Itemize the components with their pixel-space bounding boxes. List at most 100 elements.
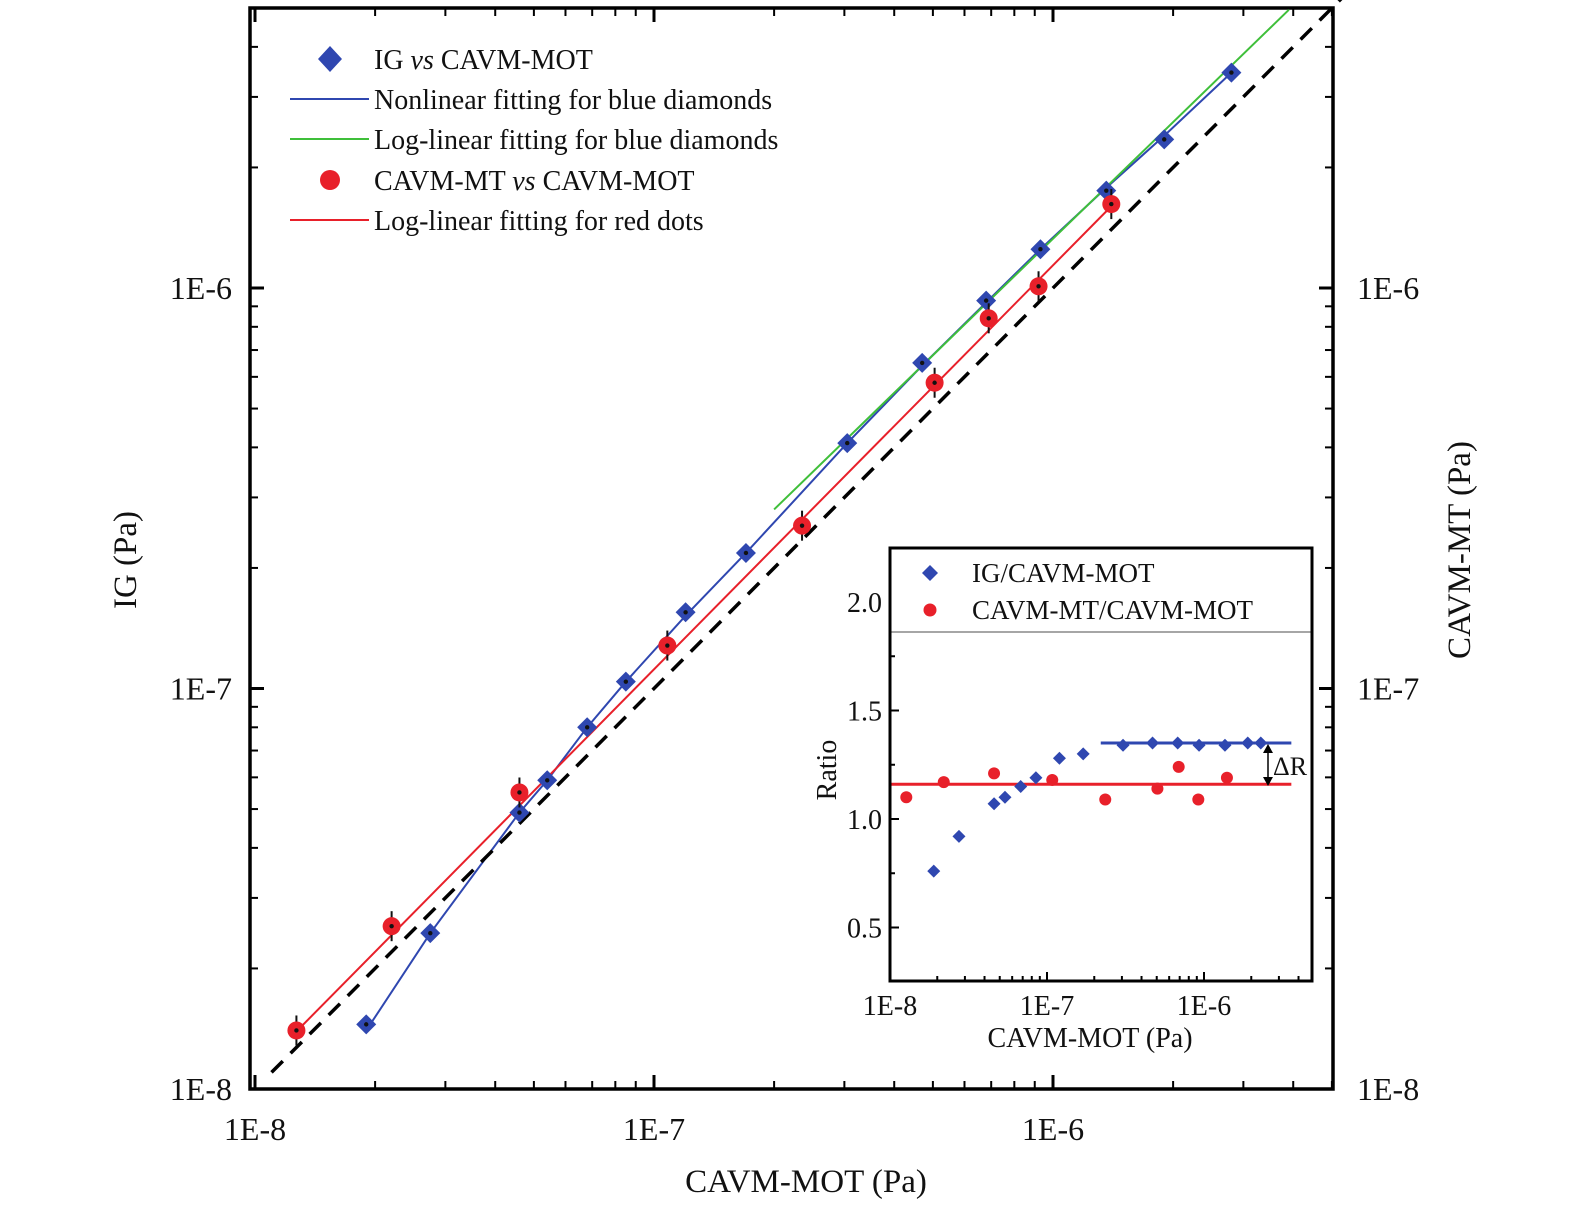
inset-point-diamond (1116, 738, 1130, 752)
x-tick-label: 1E-7 (623, 1111, 685, 1147)
data-point-center (1229, 70, 1234, 75)
data-point-center (983, 298, 989, 303)
inset-legend-dot-symbol (923, 603, 937, 617)
data-point-center (845, 440, 850, 446)
legend-label: Nonlinear fitting for blue diamonds (374, 85, 772, 116)
delta-r-label: ΔR (1273, 752, 1308, 781)
main-plot: 1E-8 1E-7 1E-6 1E-8 1E-7 1E-6 1E-8 1E-7 … (108, 0, 1478, 1200)
series-line (270, 0, 1343, 1074)
legend-label-part: CAVM-MOT (434, 45, 593, 76)
legend-diamond-symbol (318, 46, 342, 72)
data-point-center (517, 790, 522, 795)
inset-legend-diamond-symbol (922, 565, 938, 581)
data-point-center (665, 643, 670, 648)
inset-legend-box (890, 548, 1312, 632)
inset-y-axis-title: Ratio (812, 740, 843, 801)
legend-label-italic: vs (411, 45, 434, 76)
data-point-center (623, 679, 629, 684)
inset-point-dot (900, 791, 913, 804)
legend-label: IG vs CAVM-MOT (374, 45, 593, 76)
legend-label: Log-linear fitting for blue diamonds (374, 125, 778, 156)
inset-plot-marks (890, 736, 1292, 878)
data-point-center (683, 610, 688, 615)
y-axis-title: IG (Pa) (108, 511, 144, 609)
data-point-center (799, 523, 805, 528)
inset-frame (888, 546, 1314, 983)
y-right-tick-label: 1E-8 (1357, 1071, 1419, 1107)
data-point-center (389, 923, 394, 929)
data-point-center (1109, 201, 1114, 207)
main-axis-ticks (250, 7, 1333, 1091)
inset-x-tick-label: 1E-8 (863, 991, 917, 1022)
inset-point-dot (988, 767, 1001, 780)
legend-label-italic: vs (512, 166, 535, 197)
data-point-center (743, 550, 749, 556)
data-point-center (545, 778, 550, 783)
inset-point-diamond (987, 797, 1001, 811)
inset-y-tick-label: 1.0 (847, 805, 882, 836)
inset-x-axis-title: CAVM-MOT (Pa) (987, 1023, 1192, 1054)
inset-point-dot (1099, 793, 1112, 806)
inset-point-diamond (998, 790, 1012, 804)
legend-label-part: IG (374, 45, 411, 76)
legend-label-part: CAVM-MOT (536, 166, 695, 197)
data-point-center (1162, 137, 1167, 142)
inset-x-tick-label: 1E-7 (1020, 991, 1074, 1022)
delta-r-arrowhead-up (1263, 744, 1273, 753)
legend-label: CAVM-MT vs CAVM-MOT (374, 166, 695, 197)
data-point-center (584, 725, 590, 730)
main-plot-frame (248, 6, 1335, 1091)
x-tick-label: 1E-6 (1022, 1111, 1084, 1147)
y-right-tick-label: 1E-6 (1357, 270, 1419, 306)
inset-point-dot (1172, 760, 1185, 773)
inset-point-diamond (1029, 771, 1043, 785)
legend-label-part: CAVM-MT (374, 166, 512, 197)
inset-point-dot (1220, 771, 1233, 784)
data-point-center (428, 930, 433, 936)
inset-x-tick-label: 1E-6 (1177, 991, 1231, 1022)
inset-point-diamond (1076, 747, 1090, 761)
inset-point-diamond (1171, 736, 1185, 750)
inset-legend-label: CAVM-MT/CAVM-MOT (972, 595, 1254, 625)
x-tick-label: 1E-8 (224, 1111, 286, 1147)
inset-point-diamond (1014, 779, 1028, 793)
series-line (292, 205, 1113, 1035)
legend-red-dot-symbol (320, 170, 340, 190)
y-right-axis-title: CAVM-MT (Pa) (1442, 441, 1478, 659)
inset-point-diamond (1254, 736, 1268, 750)
inset-point-dot (937, 776, 950, 789)
delta-r-arrowhead-down (1263, 777, 1273, 786)
inset-point-diamond (927, 864, 941, 878)
inset-legend-label: IG/CAVM-MOT (972, 558, 1155, 588)
inset-y-tick-label: 1.5 (847, 697, 882, 728)
inset-point-diamond (952, 829, 966, 843)
legend-label: Log-linear fitting for red dots (374, 206, 704, 237)
inset-point-diamond (1192, 738, 1206, 752)
data-point-center (1036, 284, 1041, 289)
y-tick-label: 1E-8 (170, 1071, 232, 1107)
legend: IG vs CAVM-MOT Nonlinear fitting for blu… (290, 45, 778, 237)
inset-point-dot (1192, 793, 1205, 806)
main-plot-marks (270, 0, 1343, 1074)
inset-point-diamond (1146, 736, 1160, 750)
y-tick-label: 1E-6 (170, 270, 232, 306)
inset-point-diamond (1218, 738, 1232, 752)
series-line (773, 9, 1290, 511)
delta-r-annotation: ΔR (1263, 744, 1308, 786)
data-point-center (1104, 188, 1109, 193)
data-point-center (986, 316, 991, 321)
inset-plot: IG/CAVM-MOT CAVM-MT/CAVM-MOT 0.5 1.0 1.5… (812, 546, 1314, 1054)
inset-y-tick-label: 0.5 (847, 914, 882, 945)
inset-point-diamond (1052, 751, 1066, 765)
inset-point-dot (1151, 782, 1164, 795)
data-point-center (364, 1022, 369, 1027)
y-tick-label: 1E-7 (170, 671, 232, 707)
inset-point-dot (1046, 773, 1059, 786)
data-point-center (919, 360, 925, 366)
data-point-center (1038, 246, 1043, 252)
data-point-center (517, 810, 522, 815)
x-axis-title: CAVM-MOT (Pa) (685, 1164, 927, 1200)
y-right-tick-label: 1E-7 (1357, 671, 1419, 707)
inset-point-diamond (1241, 736, 1255, 750)
